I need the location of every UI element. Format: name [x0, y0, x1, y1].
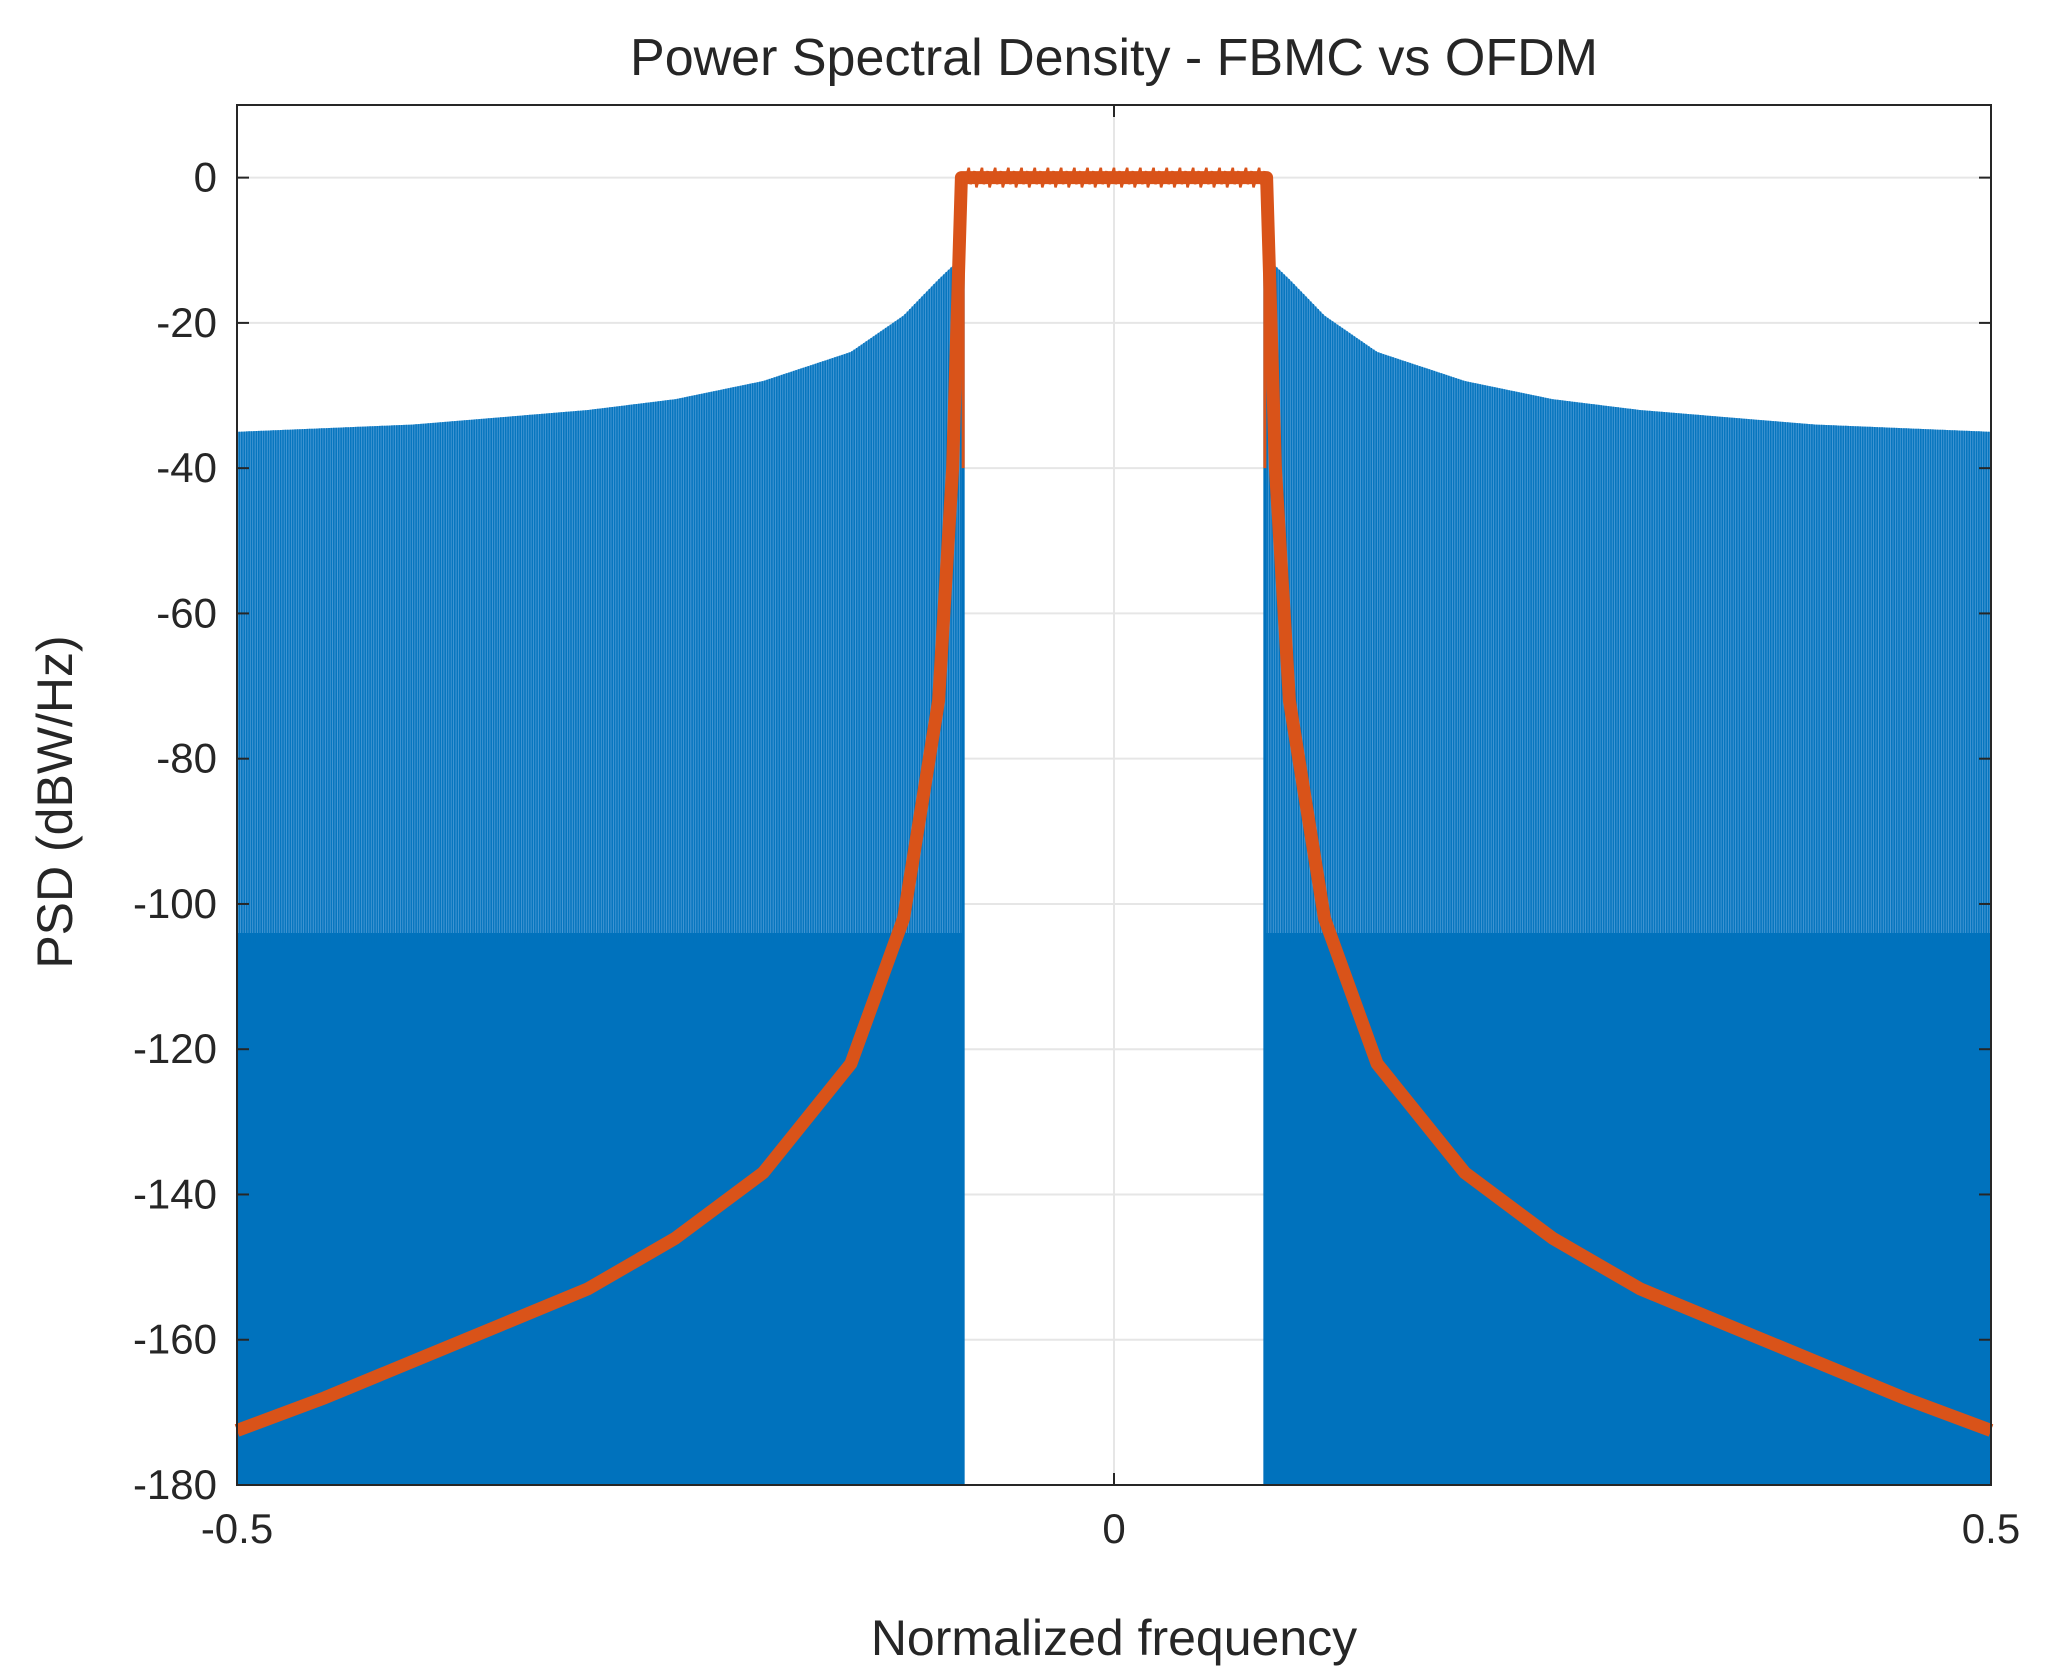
x-tick-label: -0.5	[201, 1505, 273, 1552]
chart-title: Power Spectral Density - FBMC vs OFDM	[630, 29, 1598, 87]
axis-ticks: 0 -20 -40 -60 -80 -100 -120 -140 -160 -180-0.5 0 0.…	[133, 105, 2020, 1552]
ofdm-series	[236, 257, 1992, 1485]
y-tick-label: -40	[156, 444, 217, 491]
y-tick-label: -160	[133, 1316, 217, 1363]
fbmc-series	[234, 167, 1994, 1437]
fbmc-passband	[961, 167, 1267, 188]
y-tick-label: -100	[133, 880, 217, 927]
ofdm-sideband-body	[237, 933, 964, 1485]
y-tick-label: -140	[133, 1170, 217, 1217]
y-tick-label: 0	[194, 154, 217, 201]
x-tick-label: 0	[1102, 1505, 1125, 1552]
x-tick-label: 0.5	[1962, 1505, 2020, 1552]
y-tick-label: -60	[156, 589, 217, 636]
y-axis-label: PSD (dBW/Hz)	[27, 635, 83, 968]
y-tick-label: -80	[156, 735, 217, 782]
x-axis-label: Normalized frequency	[871, 1610, 1357, 1666]
y-tick-label: -120	[133, 1025, 217, 1072]
y-tick-label: -20	[156, 299, 217, 346]
y-tick-label: -180	[133, 1461, 217, 1508]
ofdm-sideband-body	[1264, 933, 1991, 1485]
